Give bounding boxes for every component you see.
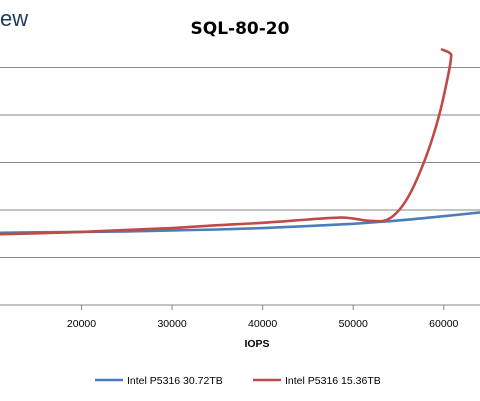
plot-area [0,48,480,236]
x-tick-label: 50000 [339,318,368,330]
series-line-2 [0,48,453,236]
legend-label-2: Intel P5316 15.36TB [285,375,381,387]
legend-label-1: Intel P5316 30.72TB [127,375,223,387]
x-axis-label: IOPS [244,338,269,350]
x-tick-label: 20000 [67,318,96,330]
x-tick-label: 60000 [429,318,458,330]
watermark-logo-text: ew [0,6,28,31]
chart-title: SQL-80-20 [191,19,290,39]
series-line-1 [0,211,480,235]
legend: Intel P5316 30.72TB Intel P5316 15.36TB [95,375,381,387]
x-tick-label: 30000 [157,318,186,330]
x-tick-label: 40000 [248,318,277,330]
x-tick-labels: 20000 30000 40000 50000 60000 [67,305,459,330]
